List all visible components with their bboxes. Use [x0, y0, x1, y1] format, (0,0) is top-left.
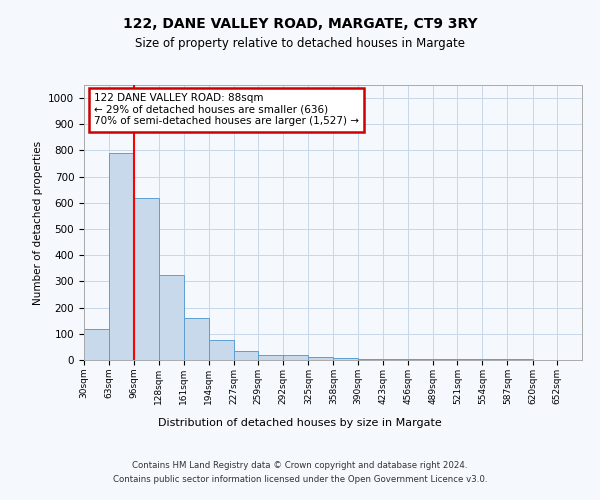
Text: 122, DANE VALLEY ROAD, MARGATE, CT9 3RY: 122, DANE VALLEY ROAD, MARGATE, CT9 3RY [122, 18, 478, 32]
Bar [134, 198, 158, 360]
Bar [158, 275, 184, 360]
Bar [234, 351, 258, 360]
Bar [258, 355, 283, 360]
Bar [184, 318, 209, 360]
Bar [84, 328, 109, 360]
Bar [308, 358, 334, 360]
Bar [408, 359, 433, 360]
Y-axis label: Number of detached properties: Number of detached properties [32, 140, 43, 304]
Text: Distribution of detached houses by size in Margate: Distribution of detached houses by size … [158, 418, 442, 428]
Bar [433, 359, 457, 360]
Bar [209, 340, 234, 360]
Text: Size of property relative to detached houses in Margate: Size of property relative to detached ho… [135, 38, 465, 51]
Bar [358, 358, 383, 360]
Bar [334, 358, 358, 360]
Text: Contains HM Land Registry data © Crown copyright and database right 2024.
Contai: Contains HM Land Registry data © Crown c… [113, 462, 487, 483]
Bar [383, 359, 408, 360]
Bar [283, 356, 308, 360]
Bar [109, 153, 134, 360]
Text: 122 DANE VALLEY ROAD: 88sqm
← 29% of detached houses are smaller (636)
70% of se: 122 DANE VALLEY ROAD: 88sqm ← 29% of det… [94, 93, 359, 126]
